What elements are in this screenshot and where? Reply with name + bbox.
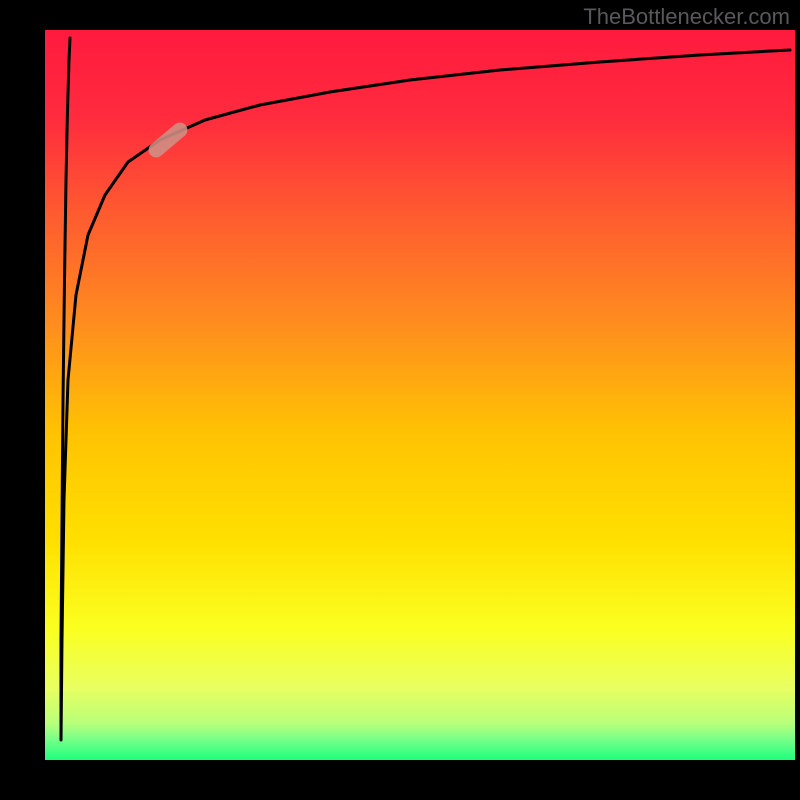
watermark: TheBottlenecker.com [583, 4, 790, 29]
